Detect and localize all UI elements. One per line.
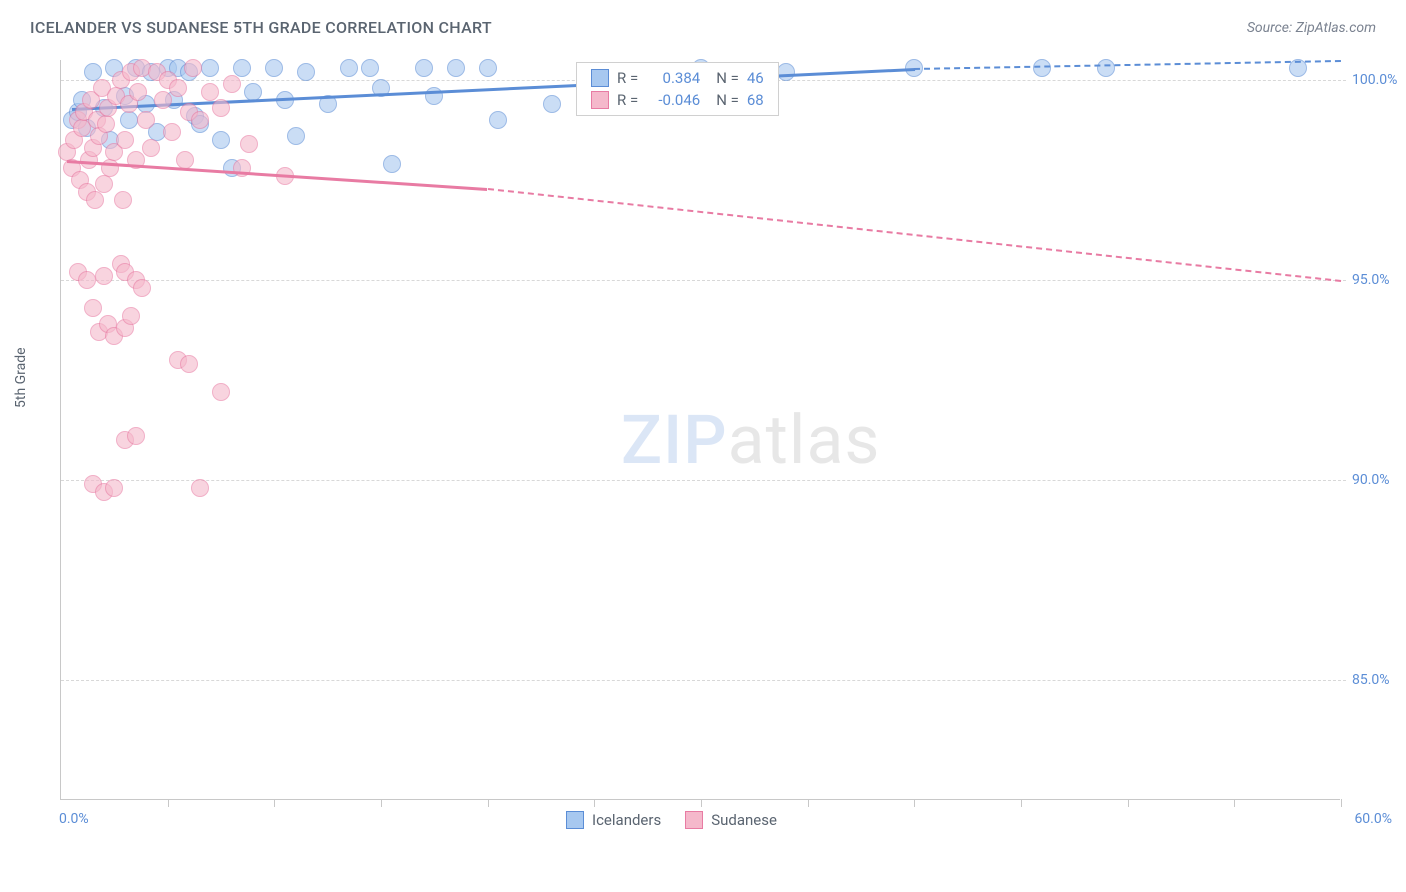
data-point-sudanese: [191, 479, 209, 497]
data-point-icelanders: [361, 59, 379, 77]
data-point-sudanese: [122, 307, 140, 325]
data-point-icelanders: [1033, 59, 1051, 77]
data-point-icelanders: [777, 63, 795, 81]
x-tick: [1021, 799, 1022, 807]
data-point-icelanders: [201, 59, 219, 77]
y-tick-label: 85.0%: [1352, 672, 1406, 688]
data-point-icelanders: [287, 127, 305, 145]
data-point-sudanese: [133, 279, 151, 297]
swatch-sudanese: [591, 91, 609, 109]
trend-line: [488, 188, 1342, 282]
data-point-sudanese: [191, 111, 209, 129]
x-tick: [168, 799, 169, 807]
data-point-sudanese: [95, 175, 113, 193]
data-point-icelanders: [479, 59, 497, 77]
y-tick-label: 90.0%: [1352, 472, 1406, 488]
data-point-icelanders: [340, 59, 358, 77]
data-point-sudanese: [240, 135, 258, 153]
data-point-sudanese: [97, 115, 115, 133]
data-point-sudanese: [114, 191, 132, 209]
y-axis-title: 5th Grade: [13, 347, 29, 408]
x-tick: [1128, 799, 1129, 807]
watermark: ZIPatlas: [621, 400, 881, 480]
data-point-sudanese: [84, 299, 102, 317]
y-tick-label: 100.0%: [1352, 72, 1406, 88]
data-point-sudanese: [223, 75, 241, 93]
data-point-icelanders: [120, 111, 138, 129]
x-tick: [808, 799, 809, 807]
data-point-sudanese: [95, 267, 113, 285]
data-point-sudanese: [127, 427, 145, 445]
stats-row-sudanese: R = -0.046 N = 68: [591, 91, 764, 109]
data-point-sudanese: [212, 99, 230, 117]
legend-label: Icelanders: [592, 811, 661, 829]
data-point-sudanese: [86, 191, 104, 209]
x-tick: [914, 799, 915, 807]
stats-box: R = 0.384 N = 46 R = -0.046 N = 68: [576, 62, 779, 116]
trend-line: [67, 160, 487, 191]
stats-r-label: R =: [617, 69, 638, 87]
data-point-sudanese: [137, 111, 155, 129]
data-point-sudanese: [105, 479, 123, 497]
stats-n-label: N =: [716, 69, 739, 87]
stats-row-icelanders: R = 0.384 N = 46: [591, 69, 764, 87]
stats-n-value: 46: [747, 69, 764, 87]
x-axis-min-label: 0.0%: [59, 811, 89, 827]
data-point-icelanders: [383, 155, 401, 173]
data-point-sudanese: [129, 83, 147, 101]
data-point-sudanese: [116, 131, 134, 149]
data-point-sudanese: [212, 383, 230, 401]
stats-n-label: N =: [716, 91, 739, 109]
data-point-sudanese: [180, 355, 198, 373]
data-point-sudanese: [78, 271, 96, 289]
stats-n-value: 68: [747, 91, 764, 109]
legend-item-sudanese: Sudanese: [685, 811, 777, 829]
data-point-sudanese: [142, 139, 160, 157]
plot-area: 5th Grade 100.0%95.0%90.0%85.0%0.0%60.0%…: [60, 60, 1340, 800]
chart-area: 5th Grade 100.0%95.0%90.0%85.0%0.0%60.0%…: [60, 60, 1340, 800]
stats-r-label: R =: [617, 91, 638, 109]
data-point-icelanders: [233, 59, 251, 77]
legend-swatch-icelanders: [566, 811, 584, 829]
chart-header: ICELANDER VS SUDANESE 5TH GRADE CORRELAT…: [0, 0, 1406, 47]
x-tick: [701, 799, 702, 807]
legend-item-icelanders: Icelanders: [566, 811, 661, 829]
data-point-sudanese: [176, 151, 194, 169]
stats-r-value: -0.046: [646, 91, 700, 109]
x-tick: [1234, 799, 1235, 807]
swatch-icelanders: [591, 69, 609, 87]
data-point-icelanders: [265, 59, 283, 77]
data-point-sudanese: [163, 123, 181, 141]
data-point-sudanese: [154, 91, 172, 109]
data-point-icelanders: [297, 63, 315, 81]
bottom-legend: Icelanders Sudanese: [566, 811, 777, 829]
data-point-icelanders: [415, 59, 433, 77]
chart-source: Source: ZipAtlas.com: [1247, 20, 1376, 36]
data-point-icelanders: [489, 111, 507, 129]
data-point-icelanders: [447, 59, 465, 77]
trend-line: [914, 60, 1341, 70]
data-point-sudanese: [169, 79, 187, 97]
legend-swatch-sudanese: [685, 811, 703, 829]
x-tick: [274, 799, 275, 807]
data-point-icelanders: [543, 95, 561, 113]
y-tick-label: 95.0%: [1352, 272, 1406, 288]
data-point-sudanese: [201, 83, 219, 101]
x-axis-max-label: 60.0%: [1354, 811, 1392, 827]
chart-title: ICELANDER VS SUDANESE 5TH GRADE CORRELAT…: [30, 18, 492, 37]
x-tick: [594, 799, 595, 807]
gridline: [61, 480, 1346, 481]
data-point-sudanese: [184, 59, 202, 77]
legend-label: Sudanese: [711, 811, 777, 829]
gridline: [61, 680, 1346, 681]
x-tick: [381, 799, 382, 807]
stats-r-value: 0.384: [646, 69, 700, 87]
gridline: [61, 280, 1346, 281]
x-tick: [488, 799, 489, 807]
data-point-icelanders: [1097, 59, 1115, 77]
data-point-icelanders: [212, 131, 230, 149]
x-tick: [1341, 799, 1342, 807]
